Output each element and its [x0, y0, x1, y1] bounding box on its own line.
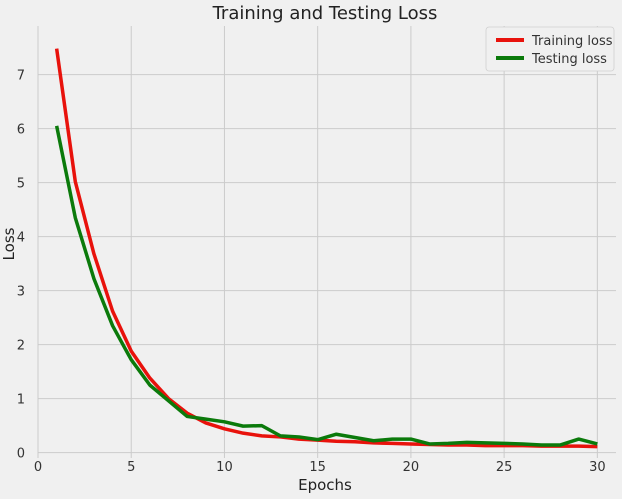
x-axis-label: Epochs — [298, 476, 352, 494]
y-tick-label: 3 — [17, 285, 25, 300]
legend-label-training: Training loss — [531, 34, 613, 49]
x-tick-label: 0 — [34, 460, 42, 475]
legend: Training loss Testing loss — [485, 26, 615, 72]
y-tick-label: 7 — [17, 69, 25, 84]
legend-label-testing: Testing loss — [531, 52, 607, 67]
chart-title: Training and Testing Loss — [212, 3, 438, 24]
y-tick-label: 6 — [17, 123, 25, 138]
y-tick-label: 4 — [17, 231, 25, 246]
grid-lines — [37, 26, 616, 458]
series-line-training-loss — [54, 48, 598, 449]
x-tick-label: 5 — [127, 460, 135, 475]
x-tick-label: 25 — [496, 460, 513, 475]
tick-labels: 0 5 10 15 20 25 30 0 1 2 3 4 5 6 7 — [17, 69, 606, 475]
x-tick-label: 30 — [589, 460, 606, 475]
x-tick-label: 20 — [403, 460, 420, 475]
series-line-testing-loss — [54, 125, 598, 447]
y-tick-label: 1 — [17, 393, 25, 408]
series-layer — [54, 48, 598, 449]
y-tick-label: 2 — [17, 339, 25, 354]
y-axis-label: Loss — [0, 227, 18, 260]
y-tick-label: 5 — [17, 177, 25, 192]
x-tick-label: 10 — [216, 460, 233, 475]
y-tick-label: 0 — [17, 447, 25, 462]
x-tick-label: 15 — [309, 460, 326, 475]
